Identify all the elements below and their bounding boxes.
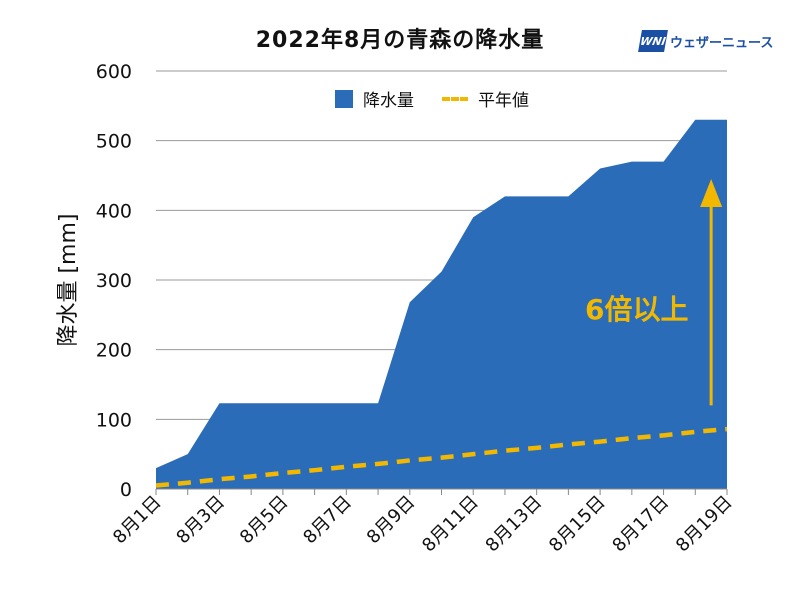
y-tick-label: 600	[96, 61, 132, 83]
logo-text: ウェザーニュース	[670, 35, 774, 51]
x-tick-label: 8月3日	[172, 492, 229, 549]
annotation-label: 6倍以上	[585, 293, 689, 326]
x-tick-label: 8月1日	[109, 492, 166, 549]
x-tick-label: 8月13日	[482, 492, 547, 557]
x-tick-label: 8月17日	[608, 492, 673, 557]
legend-label-precipitation: 降水量	[363, 91, 414, 111]
normal-dashed-line	[155, 426, 728, 488]
x-tick-label: 8月7日	[299, 492, 356, 549]
x-tick-label: 8月5日	[236, 492, 293, 549]
precipitation-area	[156, 119, 727, 490]
chart-title: 2022年8月の青森の降水量	[255, 28, 545, 53]
weathernews-logo: WNI ウェザーニュース	[638, 30, 774, 52]
y-tick-label: 400	[96, 200, 132, 222]
x-tick-label: 8月19日	[672, 492, 737, 557]
y-tick-label: 100	[96, 409, 132, 431]
y-tick-label: 300	[96, 270, 132, 292]
x-tick-label: 8月11日	[418, 492, 483, 557]
y-tick-label: 0	[120, 479, 132, 501]
y-tick-label: 200	[96, 340, 132, 362]
x-tick-label: 8月15日	[545, 492, 610, 557]
legend-swatch-precipitation	[335, 89, 353, 108]
legend-label-normal: 平年値	[478, 91, 529, 111]
legend: 降水量 平年値	[335, 86, 529, 111]
legend-swatch-normal	[442, 96, 468, 101]
y-tick-label: 500	[96, 131, 132, 153]
increase-arrow-head	[700, 178, 723, 207]
x-tick-label: 8月9日	[363, 492, 420, 549]
